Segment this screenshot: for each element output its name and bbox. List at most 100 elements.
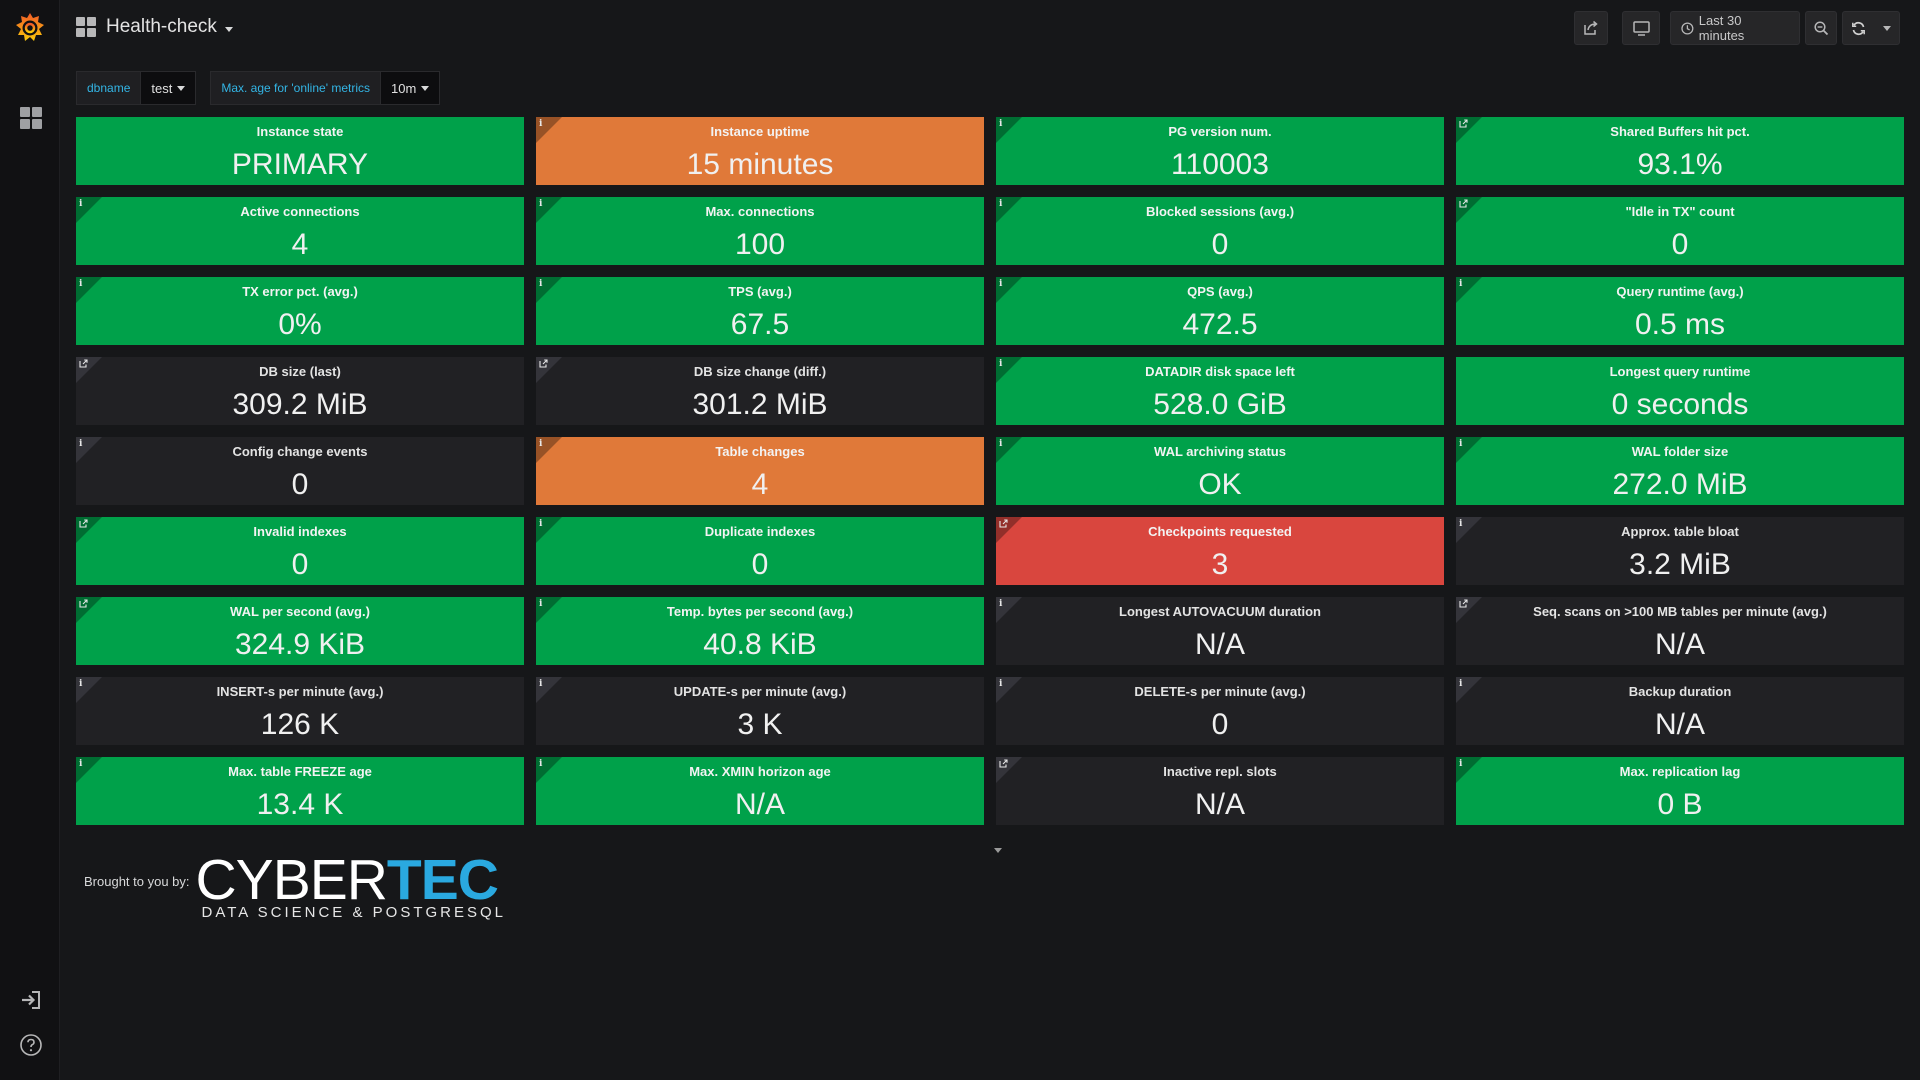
info-icon[interactable]: i <box>539 599 543 609</box>
panel-title[interactable]: Instance uptime <box>710 124 810 139</box>
stat-panel[interactable]: i Table changes 4 <box>536 437 984 505</box>
stat-panel[interactable]: DB size (last) 309.2 MiB <box>76 357 524 425</box>
panel-title[interactable]: Backup duration <box>1628 684 1732 699</box>
stat-panel[interactable]: Instance state PRIMARY <box>76 117 524 185</box>
share-button[interactable] <box>1574 11 1608 45</box>
panel-title[interactable]: DB size (last) <box>259 364 341 379</box>
grafana-logo-icon[interactable] <box>12 10 48 46</box>
stat-panel[interactable]: i QPS (avg.) 472.5 <box>996 277 1444 345</box>
panel-title[interactable]: Shared Buffers hit pct. <box>1610 124 1750 139</box>
info-icon[interactable]: i <box>79 679 83 689</box>
info-icon[interactable]: i <box>1459 679 1463 689</box>
cybertec-logo[interactable]: CYBERTEC DATA SCIENCE & POSTGRESQL <box>196 850 506 921</box>
panel-title[interactable]: Longest AUTOVACUUM duration <box>1119 604 1321 619</box>
info-icon[interactable]: i <box>999 679 1003 689</box>
info-icon[interactable]: i <box>539 119 543 129</box>
panel-title[interactable]: Query runtime (avg.) <box>1616 284 1744 299</box>
time-range-picker[interactable]: Last 30 minutes <box>1670 11 1800 45</box>
panel-title[interactable]: WAL archiving status <box>1154 444 1286 459</box>
panel-title[interactable]: Temp. bytes per second (avg.) <box>666 604 854 619</box>
stat-panel[interactable]: Checkpoints requested 3 <box>996 517 1444 585</box>
external-link-icon[interactable] <box>999 519 1008 531</box>
panel-title[interactable]: INSERT-s per minute (avg.) <box>216 684 384 699</box>
panel-title[interactable]: Instance state <box>256 124 344 139</box>
external-link-icon[interactable] <box>79 359 88 371</box>
info-icon[interactable]: i <box>1459 279 1463 289</box>
info-icon[interactable]: i <box>999 199 1003 209</box>
panel-title[interactable]: Longest query runtime <box>1609 364 1751 379</box>
sign-in-icon[interactable] <box>20 989 42 1011</box>
stat-panel[interactable]: i Config change events 0 <box>76 437 524 505</box>
external-link-icon[interactable] <box>539 359 548 371</box>
chevron-down-icon[interactable] <box>1882 25 1891 31</box>
stat-panel[interactable]: i WAL folder size 272.0 MiB <box>1456 437 1904 505</box>
stat-panel[interactable]: i Approx. table bloat 3.2 MiB <box>1456 517 1904 585</box>
panel-title[interactable]: Blocked sessions (avg.) <box>1145 204 1295 219</box>
help-icon[interactable] <box>19 1033 43 1057</box>
info-icon[interactable]: i <box>539 439 543 449</box>
panel-title[interactable]: PG version num. <box>1168 124 1272 139</box>
panel-title[interactable]: DELETE-s per minute (avg.) <box>1134 684 1306 699</box>
panel-title[interactable]: Invalid indexes <box>253 524 347 539</box>
info-icon[interactable]: i <box>1459 439 1463 449</box>
external-link-icon[interactable] <box>1459 119 1468 131</box>
stat-panel[interactable]: i Duplicate indexes 0 <box>536 517 984 585</box>
panel-title[interactable]: Inactive repl. slots <box>1163 764 1277 779</box>
stat-panel[interactable]: i Longest AUTOVACUUM duration N/A <box>996 597 1444 665</box>
info-icon[interactable]: i <box>999 279 1003 289</box>
panel-title[interactable]: WAL folder size <box>1631 444 1729 459</box>
info-icon[interactable]: i <box>539 759 543 769</box>
stat-panel[interactable]: i Max. connections 100 <box>536 197 984 265</box>
stat-panel[interactable]: i UPDATE-s per minute (avg.) 3 K <box>536 677 984 745</box>
panel-title[interactable]: Max. table FREEZE age <box>228 764 372 779</box>
stat-panel[interactable]: i INSERT-s per minute (avg.) 126 K <box>76 677 524 745</box>
stat-panel[interactable]: i DATADIR disk space left 528.0 GiB <box>996 357 1444 425</box>
stat-panel[interactable]: Seq. scans on >100 MB tables per minute … <box>1456 597 1904 665</box>
panel-title[interactable]: QPS (avg.) <box>1187 284 1253 299</box>
panel-title[interactable]: Checkpoints requested <box>1148 524 1292 539</box>
stat-panel[interactable]: Longest query runtime 0 seconds <box>1456 357 1904 425</box>
external-link-icon[interactable] <box>999 759 1008 771</box>
stat-panel[interactable]: i TX error pct. (avg.) 0% <box>76 277 524 345</box>
info-icon[interactable]: i <box>999 439 1003 449</box>
dbname-select[interactable]: test <box>141 71 197 105</box>
info-icon[interactable]: i <box>79 279 83 289</box>
stat-panel[interactable]: i Max. XMIN horizon age N/A <box>536 757 984 825</box>
dashboards-icon[interactable] <box>19 106 43 130</box>
zoom-out-button[interactable] <box>1805 11 1837 45</box>
info-icon[interactable]: i <box>539 519 543 529</box>
info-icon[interactable]: i <box>539 279 543 289</box>
info-icon[interactable]: i <box>999 119 1003 129</box>
refresh-button[interactable] <box>1842 11 1900 45</box>
panel-title[interactable]: Duplicate indexes <box>704 524 816 539</box>
stat-panel[interactable]: Invalid indexes 0 <box>76 517 524 585</box>
stat-panel[interactable]: i Backup duration N/A <box>1456 677 1904 745</box>
info-icon[interactable]: i <box>999 359 1003 369</box>
tv-mode-button[interactable] <box>1622 11 1660 45</box>
stat-panel[interactable]: i WAL archiving status OK <box>996 437 1444 505</box>
panel-title[interactable]: WAL per second (avg.) <box>230 604 370 619</box>
stat-panel[interactable]: i Blocked sessions (avg.) 0 <box>996 197 1444 265</box>
panel-title[interactable]: Seq. scans on >100 MB tables per minute … <box>1533 604 1827 619</box>
info-icon[interactable]: i <box>1459 759 1463 769</box>
panel-title[interactable]: Config change events <box>232 444 368 459</box>
stat-panel[interactable]: i Temp. bytes per second (avg.) 40.8 KiB <box>536 597 984 665</box>
info-icon[interactable]: i <box>79 199 83 209</box>
panel-title[interactable]: Active connections <box>240 204 360 219</box>
info-icon[interactable]: i <box>999 599 1003 609</box>
external-link-icon[interactable] <box>79 519 88 531</box>
panel-title[interactable]: UPDATE-s per minute (avg.) <box>673 684 847 699</box>
stat-panel[interactable]: i PG version num. 110003 <box>996 117 1444 185</box>
panel-title[interactable]: Approx. table bloat <box>1621 524 1739 539</box>
stat-panel[interactable]: Inactive repl. slots N/A <box>996 757 1444 825</box>
stat-panel[interactable]: i TPS (avg.) 67.5 <box>536 277 984 345</box>
external-link-icon[interactable] <box>1459 599 1468 611</box>
stat-panel[interactable]: "Idle in TX" count 0 <box>1456 197 1904 265</box>
panel-title[interactable]: DB size change (diff.) <box>693 364 827 379</box>
stat-panel[interactable]: WAL per second (avg.) 324.9 KiB <box>76 597 524 665</box>
panel-title[interactable]: DATADIR disk space left <box>1145 364 1295 379</box>
stat-panel[interactable]: DB size change (diff.) 301.2 MiB <box>536 357 984 425</box>
stat-panel[interactable]: i Max. replication lag 0 B <box>1456 757 1904 825</box>
info-icon[interactable]: i <box>79 439 83 449</box>
max-age-select[interactable]: 10m <box>380 71 441 105</box>
